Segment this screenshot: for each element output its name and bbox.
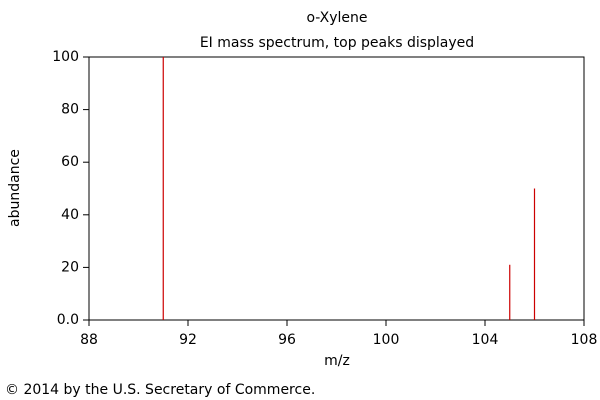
x-tick-label: 88 — [80, 332, 98, 348]
y-tick-label: 80 — [61, 102, 79, 118]
x-tick-label: 104 — [472, 332, 499, 348]
chart-title: o-Xylene — [306, 10, 367, 26]
copyright: © 2014 by the U.S. Secretary of Commerce… — [5, 382, 315, 398]
x-tick-label: 100 — [373, 332, 400, 348]
y-tick-label: 0.0 — [57, 312, 79, 328]
x-tick-label: 108 — [571, 332, 598, 348]
chart-subtitle: EI mass spectrum, top peaks displayed — [200, 35, 474, 51]
x-tick-label: 96 — [278, 332, 296, 348]
x-axis-label: m/z — [324, 353, 350, 369]
y-tick-label: 20 — [61, 259, 79, 275]
y-axis-label: abundance — [7, 149, 23, 227]
y-tick-label: 60 — [61, 154, 79, 170]
y-tick-label: 40 — [61, 207, 79, 223]
x-tick-label: 92 — [179, 332, 197, 348]
y-tick-label: 100 — [52, 49, 79, 65]
plot-frame — [88, 56, 585, 321]
